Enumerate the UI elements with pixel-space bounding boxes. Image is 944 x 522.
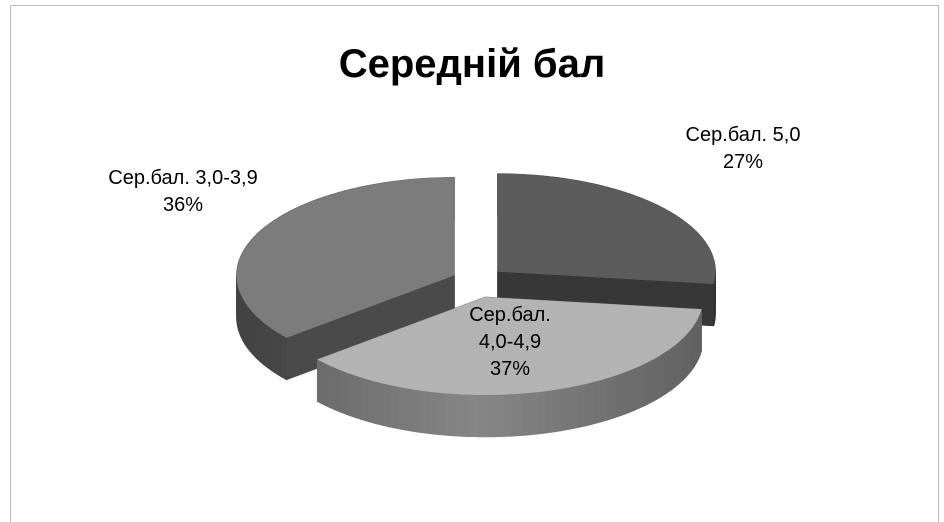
slice-side xyxy=(487,394,497,438)
slice-side xyxy=(569,385,578,430)
slice-side xyxy=(633,365,640,412)
slice-side xyxy=(367,379,376,424)
slice-side xyxy=(504,393,514,437)
slice-side xyxy=(599,377,608,423)
slice-side xyxy=(271,328,277,375)
slice-side xyxy=(244,301,248,349)
chart-title: Середній бал xyxy=(338,42,606,86)
slice-side xyxy=(334,367,342,413)
slice-side xyxy=(620,370,628,417)
slice-side xyxy=(328,364,335,411)
slice-side xyxy=(686,330,690,378)
chart-frame xyxy=(10,5,939,522)
slice-side xyxy=(346,372,355,418)
slice-side xyxy=(529,391,539,436)
slice-side xyxy=(537,390,547,435)
slice-side xyxy=(713,281,715,327)
slice-top xyxy=(317,296,702,395)
slice-side xyxy=(689,326,693,375)
slice-side xyxy=(584,381,593,427)
label-value: 27% xyxy=(722,151,764,173)
slice-side xyxy=(462,394,472,438)
slice-side xyxy=(389,384,398,430)
slice-side xyxy=(661,351,667,398)
slice-side xyxy=(246,304,251,353)
slice-side xyxy=(340,369,348,416)
slice-side xyxy=(281,334,287,381)
slice-side xyxy=(645,360,652,406)
slice-side xyxy=(316,358,324,405)
slice-side xyxy=(626,368,634,414)
slice-side xyxy=(545,389,555,434)
slice-side xyxy=(639,362,646,409)
label-category: Сер.бал. 4,0-4,9 xyxy=(469,304,551,353)
slice-side xyxy=(553,388,563,433)
slice-side xyxy=(495,394,505,438)
slice-side xyxy=(606,375,615,421)
slice-side xyxy=(322,361,329,408)
pie-slice xyxy=(316,296,702,438)
slice-side xyxy=(437,392,447,436)
slice-side xyxy=(255,315,260,362)
slice-side xyxy=(682,334,687,382)
slice-side xyxy=(252,311,257,359)
slice-side xyxy=(561,386,571,432)
slice-side xyxy=(678,337,684,385)
label-value: 36% xyxy=(162,194,204,216)
slice-side xyxy=(259,318,264,366)
slice-side xyxy=(412,389,422,433)
slice-side xyxy=(656,354,662,401)
slice-side xyxy=(592,379,601,425)
slice-side xyxy=(420,390,430,435)
slice-side xyxy=(397,386,406,431)
slice-side xyxy=(404,387,414,432)
slice-side xyxy=(479,394,489,438)
slice-side xyxy=(666,347,672,395)
data-label: Сер.бал. 3,0-3,9 36% xyxy=(98,165,268,219)
slice-side xyxy=(470,394,480,438)
slice-side xyxy=(577,383,586,429)
slice-side xyxy=(242,297,246,346)
slice-side xyxy=(694,319,698,368)
slice-side xyxy=(521,392,530,436)
slice-side xyxy=(428,391,438,435)
data-label: Сер.бал. 4,0-4,9 37% xyxy=(455,302,565,383)
slice-top xyxy=(236,177,455,338)
slice-side xyxy=(670,344,676,391)
slice-side xyxy=(249,308,254,356)
slice-side xyxy=(445,393,455,437)
slice-side xyxy=(381,382,391,428)
slice-side xyxy=(674,341,680,388)
slice-side xyxy=(453,393,463,437)
slice-side xyxy=(267,325,273,372)
slice-side xyxy=(512,393,522,437)
slice-side xyxy=(691,323,696,371)
slice-side xyxy=(263,321,268,369)
label-category: Сер.бал. 3,0-3,9 xyxy=(108,167,258,189)
slice-side xyxy=(353,374,361,420)
label-category: Сер.бал. 5,0 xyxy=(685,124,801,146)
slice-side xyxy=(360,376,368,422)
data-label: Сер.бал. 5,0 27% xyxy=(663,122,823,176)
slice-top xyxy=(497,173,716,284)
slice-side xyxy=(276,331,282,378)
label-value: 37% xyxy=(489,358,531,380)
pie-slice xyxy=(236,177,455,381)
slice-side xyxy=(374,381,383,426)
slice-side xyxy=(650,357,657,404)
slice-side xyxy=(613,373,621,419)
